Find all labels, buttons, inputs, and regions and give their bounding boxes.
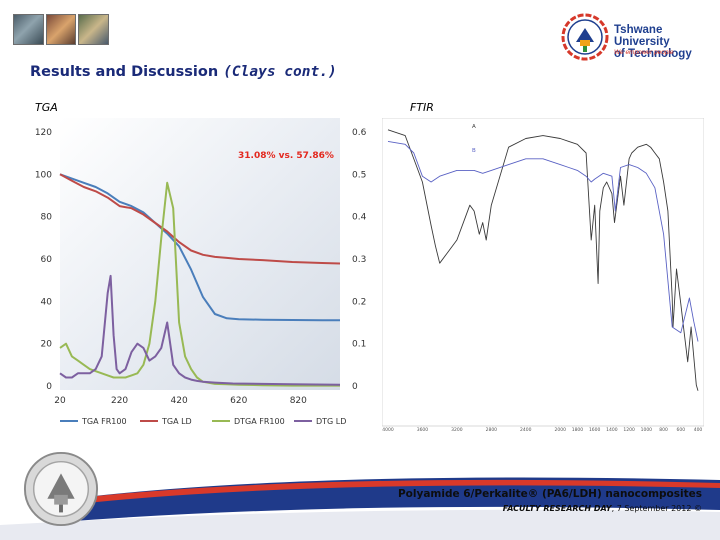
ftir-x-tick-label: 1400 (606, 427, 618, 433)
tga-left-tick-label: 40 (41, 297, 53, 307)
tga-series-line-dtga-fr100 (59, 181, 340, 387)
tga-right-tick-label: 0.3 (352, 255, 366, 265)
tga-x-tick-label: 620 (230, 396, 247, 406)
tga-annotation: 31.08% vs. 57.86% (238, 151, 334, 161)
ftir-x-tick-label: 2400 (520, 427, 532, 433)
ftir-x-tick-label: 800 (659, 427, 668, 433)
ftir-series-label: A (472, 124, 476, 130)
tga-series-line-tga-ld (59, 173, 341, 265)
ftir-x-tick-label: 1000 (641, 427, 653, 433)
footer-title: Polyamide 6/Perkalite® (PA6/LDH) nanocom… (397, 488, 702, 500)
header-photo (13, 14, 44, 45)
tga-right-tick-label: 0.4 (352, 213, 367, 223)
tga-left-tick-label: 80 (41, 213, 53, 223)
university-crest-icon (561, 13, 609, 61)
tga-x-tick-label: 220 (111, 396, 128, 406)
ftir-x-tick-label: 400 (694, 427, 703, 433)
ftir-spectrum-line-a (387, 129, 699, 391)
header-photo-strip (13, 14, 110, 45)
tga-left-tick-label: 60 (41, 255, 53, 265)
tga-x-tick-label: 420 (171, 396, 188, 406)
tga-right-tick-label: 0.1 (352, 340, 366, 350)
ftir-chart: A B 4000 3600 3200 2800 2400 2000 1800 1600 1400 1… (382, 118, 704, 433)
ftir-x-tick-label: 1200 (623, 427, 635, 433)
ftir-series-label: B (472, 148, 476, 154)
ftir-x-tick-label: 2800 (486, 427, 498, 433)
ftir-x-tick-label: 3600 (417, 427, 429, 433)
ftir-x-tick-label: 4000 (382, 427, 394, 433)
tga-legend-label: TGA FR100 (81, 417, 127, 426)
tga-legend-item: DTG LD (294, 417, 346, 426)
tga-left-tick-label: 100 (35, 170, 52, 180)
university-name: Tshwane University of Technology (614, 24, 692, 60)
university-tagline: We empower people (614, 49, 674, 56)
ftir-x-tick-label: 2000 (554, 427, 566, 433)
tga-legend-label: DTGA FR100 (234, 417, 285, 426)
ftir-plot-frame (382, 118, 704, 427)
ftir-x-tick-label: 600 (676, 427, 685, 433)
tga-right-tick-label: 0 (352, 382, 358, 392)
slide-title: Results and Discussion (Clays cont.) (30, 64, 337, 80)
tga-series-line-tga-fr100 (59, 173, 340, 322)
tga-right-tick-label: 0.6 (352, 128, 367, 138)
header-photo (78, 14, 110, 45)
tga-legend-item: TGA FR100 (60, 417, 127, 426)
header-photo (45, 14, 77, 45)
tga-right-tick-label: 0.5 (352, 170, 366, 180)
tga-left-tick-label: 120 (35, 128, 52, 138)
tga-legend-item: DTGA FR100 (212, 417, 285, 426)
tga-left-tick-label: 0 (46, 382, 52, 392)
ftir-spectrum-line-b (387, 140, 699, 342)
ftir-x-tick-label: 3200 (451, 427, 463, 433)
university-logo: Tshwane University of Technology We empo… (560, 12, 710, 62)
footer-band (0, 477, 720, 540)
tga-legend-item: TGA LD (140, 417, 192, 426)
tga-legend-label: TGA LD (161, 417, 192, 426)
ftir-x-tick-label: 1800 (572, 427, 584, 433)
tga-series-line-dtg-ld (59, 274, 341, 386)
tga-x-tick-label: 20 (54, 396, 66, 406)
footer-subtitle: FACULTY RESEARCH DAY, 7 September 2012 © (502, 504, 702, 513)
tga-label: TGA (35, 101, 58, 114)
ftir-x-tick-label: 1600 (589, 427, 601, 433)
ftir-label: FTIR (410, 101, 434, 114)
tga-right-tick-label: 0.2 (352, 297, 366, 307)
tga-left-tick-label: 20 (41, 340, 53, 350)
tga-legend-label: DTG LD (316, 417, 346, 426)
tga-x-tick-label: 820 (290, 396, 307, 406)
university-seal-icon (23, 451, 99, 527)
